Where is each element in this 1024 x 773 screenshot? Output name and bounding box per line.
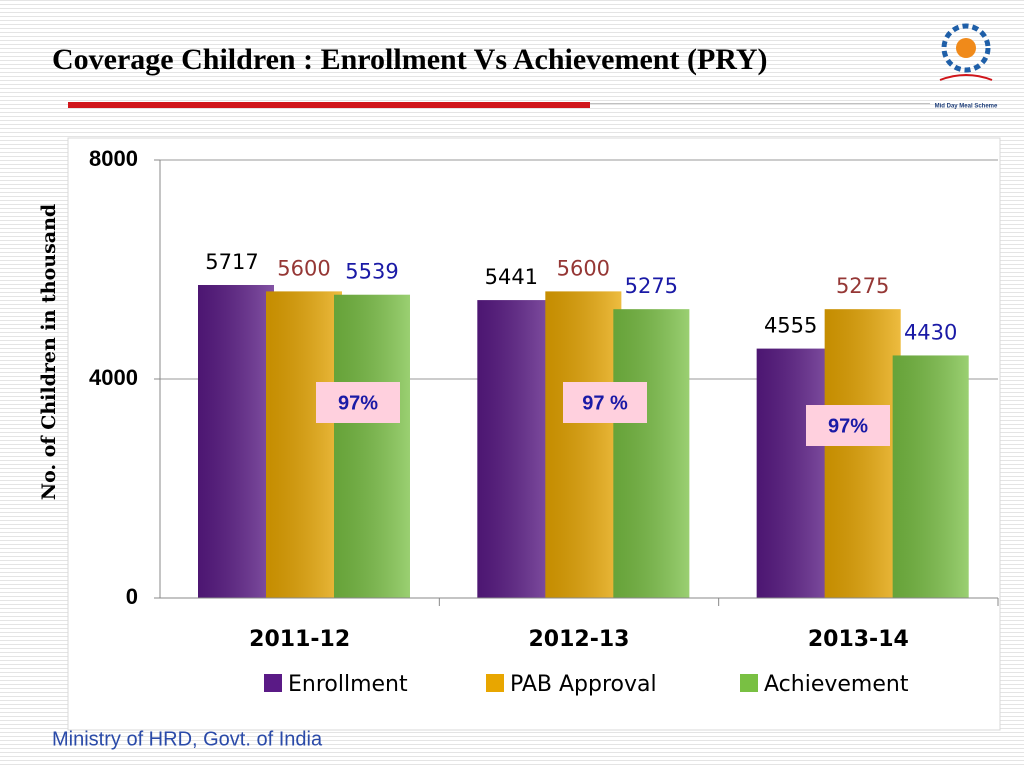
data-label: 4555 (764, 314, 817, 338)
data-label: 5441 (485, 265, 538, 289)
legend-label: Achievement (764, 672, 909, 697)
bar-shade (613, 309, 690, 598)
annotation: 97% (828, 415, 868, 437)
bar-group (334, 294, 410, 598)
bar-shade (824, 309, 901, 598)
bar-group (266, 291, 342, 598)
annotation: 97 % (582, 392, 628, 414)
bar-group (756, 348, 833, 598)
legend-label: Enrollment (288, 672, 408, 697)
bar-shade (545, 291, 622, 598)
bar-group (613, 309, 690, 598)
bar-group (892, 355, 969, 598)
data-label: 5539 (345, 260, 398, 284)
y-tick-label: 4000 (89, 365, 138, 390)
legend-swatch (740, 674, 758, 692)
footer: Ministry of HRD, Govt. of India (52, 728, 323, 750)
logo-text: Mid Day Meal Scheme (935, 104, 998, 110)
bar-group (545, 291, 622, 598)
bar-shade (266, 291, 342, 598)
annotation-box (563, 382, 647, 423)
logo-ring (941, 23, 991, 73)
x-tick-label: 2013-14 (808, 627, 909, 652)
bar-shade (892, 355, 969, 598)
x-tick-label: 2012-13 (529, 627, 630, 652)
bar-shade (756, 348, 833, 598)
slide-title: Coverage Children : Enrollment Vs Achiev… (52, 43, 768, 76)
data-label: 4430 (904, 320, 957, 344)
data-label: 5717 (205, 250, 258, 274)
bar-group (477, 300, 554, 598)
logo-arc (939, 74, 993, 81)
annotation-box (316, 382, 400, 423)
bar-shade (334, 294, 410, 598)
data-label: 5600 (557, 256, 610, 280)
annotation-box (806, 405, 890, 446)
bar-group (824, 309, 901, 598)
bar-shade (198, 284, 274, 598)
y-tick-label: 8000 (89, 146, 138, 171)
y-axis-label: No. of Children in thousand (38, 204, 60, 500)
legend-swatch (264, 674, 282, 692)
legend-swatch (486, 674, 504, 692)
title-rule-thin (590, 103, 930, 104)
data-label: 5275 (836, 274, 889, 298)
data-label: 5275 (625, 274, 678, 298)
logo-center (956, 38, 976, 58)
data-label: 5600 (277, 256, 330, 280)
logo: Mid Day Meal Scheme (935, 23, 998, 110)
title-rule (68, 102, 590, 108)
y-tick-label: 0 (126, 584, 138, 609)
x-tick-label: 2011-12 (249, 627, 350, 652)
annotation: 97% (338, 392, 378, 414)
bar-shade (477, 300, 554, 598)
legend-label: PAB Approval (510, 672, 657, 697)
bar-group (198, 284, 274, 598)
